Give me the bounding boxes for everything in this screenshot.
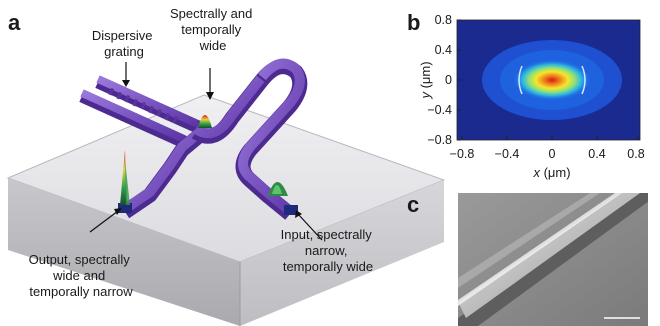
panel-c: c [407,192,648,326]
label-dispersive-grating: Dispersive grating [92,28,156,59]
pulse-input-highlight [272,185,282,194]
label-input: Input, spectrally narrow, temporally wid… [281,227,376,274]
panel-b: b 0.8 0.4 0 −0.4 −0.8 y (μm) [407,10,645,180]
y-tick-label-1: 0.4 [435,43,452,57]
label-spectrally-temporally-wide: Spectrally and temporally wide [170,6,256,53]
substrate-left-side [8,178,240,326]
sem-image [458,193,648,326]
x-axis-label: x (μm) [532,165,570,180]
serpentine-loop-top [238,58,305,215]
central-curve-top [193,73,266,139]
grating-arm-upper-top [96,75,202,129]
y-tick-label-4: −0.8 [427,133,452,147]
output-facet [118,203,132,213]
waveguide-outline-left [518,65,523,95]
x-tick-label-4: 0.8 [627,147,644,161]
sem-ridge [458,193,640,318]
y-axis-label: y (μm) [418,61,433,99]
y-tick-label-2: 0 [445,73,452,87]
y-axis: 0.8 0.4 0 −0.4 −0.8 y (μm) [418,13,461,147]
panel-a-letter: a [8,10,21,35]
arrowhead-grating [122,80,130,87]
sem-side-wall [458,193,600,288]
arrowhead-middle-pulse [206,92,214,100]
mode-profile [512,59,592,101]
x-tick-label-3: 0.4 [588,147,605,161]
substrate-right-side [240,180,444,326]
panel-c-letter: c [407,192,419,217]
arrow-output [89,210,119,233]
mode-plot-area [456,19,641,141]
sem-ridge-highlight [458,193,622,306]
waveguide-outline-right [581,65,586,95]
x-axis: −0.8 −0.4 0 0.4 0.8 x (μm) [450,136,645,180]
pulse-output-stem [125,160,130,205]
grating-teeth [108,87,179,124]
arrowhead-output [114,208,122,215]
x-tick-label-2: 0 [549,147,556,161]
label-output: Output, spectrally wide and temporally n… [29,252,134,299]
x-tick-label-1: −0.4 [495,147,520,161]
x-tick-label-0: −0.8 [450,147,475,161]
arrowhead-input [295,210,302,218]
grating-arm-lower-top [80,89,186,143]
panel-b-letter: b [407,10,420,35]
y-tick-label-3: −0.4 [427,103,452,117]
y-tick-label-0: 0.8 [435,13,452,27]
pulse-middle [198,115,212,128]
panel-a: a [6,6,446,326]
sem-ridge-shadow [458,193,648,326]
arrow-input [297,213,323,241]
input-facet [284,205,298,215]
output-arm-top [122,128,204,214]
waveguide [79,58,308,220]
